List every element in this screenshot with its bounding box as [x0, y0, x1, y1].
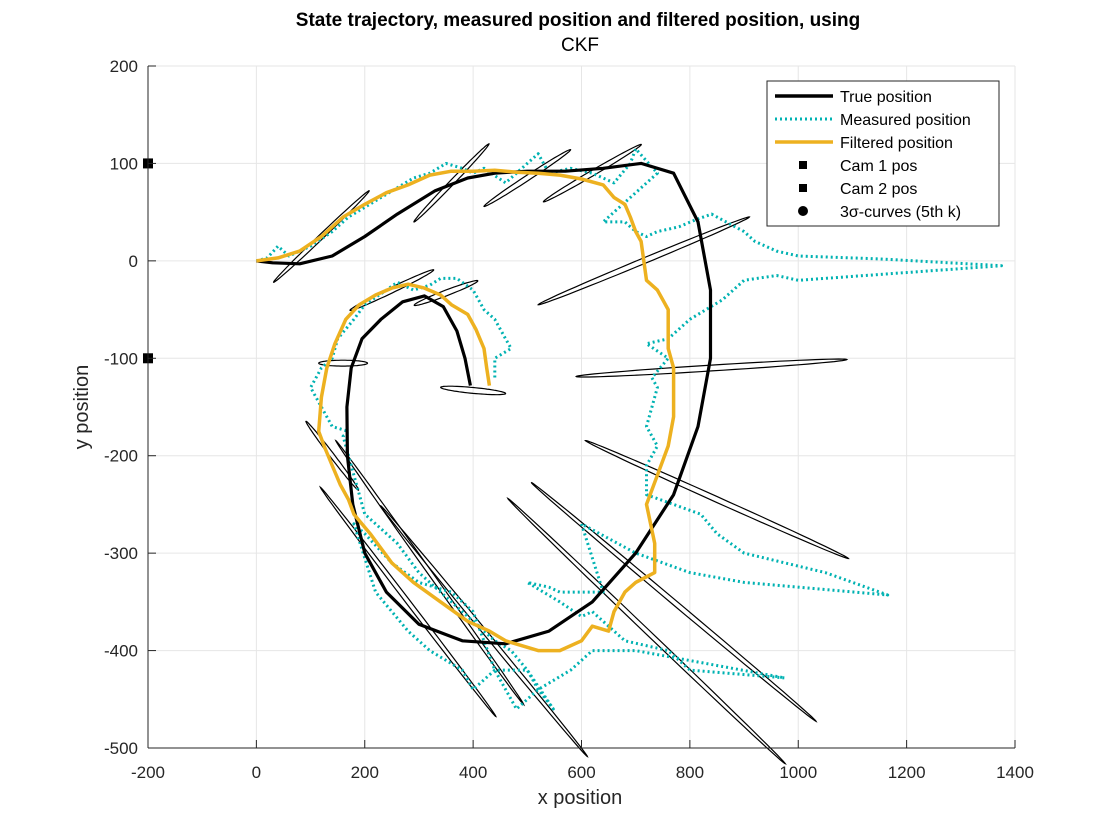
legend-label: True position: [840, 89, 932, 106]
y-tick-label: -100: [104, 349, 138, 368]
x-tick-label: 800: [676, 763, 704, 782]
y-axis-label: y position: [71, 365, 93, 450]
x-tick-label: 1200: [888, 763, 926, 782]
sigma-ellipse: [575, 358, 849, 378]
sigma-ellipse: [413, 279, 479, 307]
sigma-ellipse: [413, 143, 490, 223]
chart-title: State trajectory, measured position and …: [296, 10, 860, 31]
series-measured-position: [255, 147, 1003, 711]
x-tick-label: 200: [351, 763, 379, 782]
legend-item-filtered-position: Filtered position: [775, 135, 953, 152]
legend-box: [766, 80, 1000, 227]
sigma-ellipse: [440, 385, 507, 396]
legend-label: Cam 1 pos: [840, 158, 917, 175]
legend-swatch: [799, 161, 807, 169]
legend-item-3-curves-5th-k: 3σ-curves (5th k): [798, 204, 961, 221]
legend-swatch: [798, 206, 808, 216]
x-axis-label: x position: [538, 787, 623, 809]
sigma-ellipse: [530, 481, 818, 723]
sigma-ellipse: [483, 148, 572, 208]
legend-item-cam-2-pos: Cam 2 pos: [799, 181, 917, 198]
legend-label: 3σ-curves (5th k): [840, 204, 961, 221]
legend-label: Cam 2 pos: [840, 181, 917, 198]
sigma-ellipse: [305, 420, 360, 491]
legend: True position Measured position Filtered p…: [766, 80, 1000, 227]
y-tick-label: -500: [104, 739, 138, 758]
axes: [147, 65, 1016, 749]
sigma-ellipse: [536, 216, 751, 306]
series-layer: [255, 147, 1003, 711]
chart-subtitle: CKF: [561, 35, 599, 56]
legend-label: Filtered position: [840, 135, 953, 152]
x-tick-label: 0: [252, 763, 261, 782]
x-tick-label: 1400: [996, 763, 1034, 782]
x-tick-label: 1000: [779, 763, 817, 782]
x-tick-label: 400: [459, 763, 487, 782]
sigma-ellipse: [584, 440, 850, 560]
legend-item-cam-1-pos: Cam 1 pos: [799, 158, 917, 175]
legend-items: True position Measured position Filtered p…: [775, 89, 971, 221]
legend-label: Measured position: [840, 112, 971, 129]
x-tick-label: 600: [567, 763, 595, 782]
tick-labels: -200 0 200 400 600 800 1000 1200 1400-500-400-30…: [104, 57, 1034, 782]
sigma-ellipse: [349, 269, 435, 311]
y-tick-label: -200: [104, 447, 138, 466]
sigma-ellipse: [542, 143, 642, 203]
y-tick-label: 100: [110, 154, 138, 173]
y-tick-label: 200: [110, 57, 138, 76]
sigma-curves: [272, 143, 850, 765]
y-tick-label: -400: [104, 642, 138, 661]
y-tick-label: -300: [104, 544, 138, 563]
sigma-ellipse: [506, 497, 787, 765]
legend-swatch: [799, 184, 807, 192]
y-tick-label: 0: [129, 252, 138, 271]
legend-item-true-position: True position: [775, 89, 932, 106]
series-filtered-position: [256, 168, 676, 653]
series-true-position: [256, 161, 713, 646]
sigma-ellipse: [318, 485, 497, 718]
x-tick-label: -200: [131, 763, 165, 782]
legend-item-measured-position: Measured position: [775, 112, 971, 129]
